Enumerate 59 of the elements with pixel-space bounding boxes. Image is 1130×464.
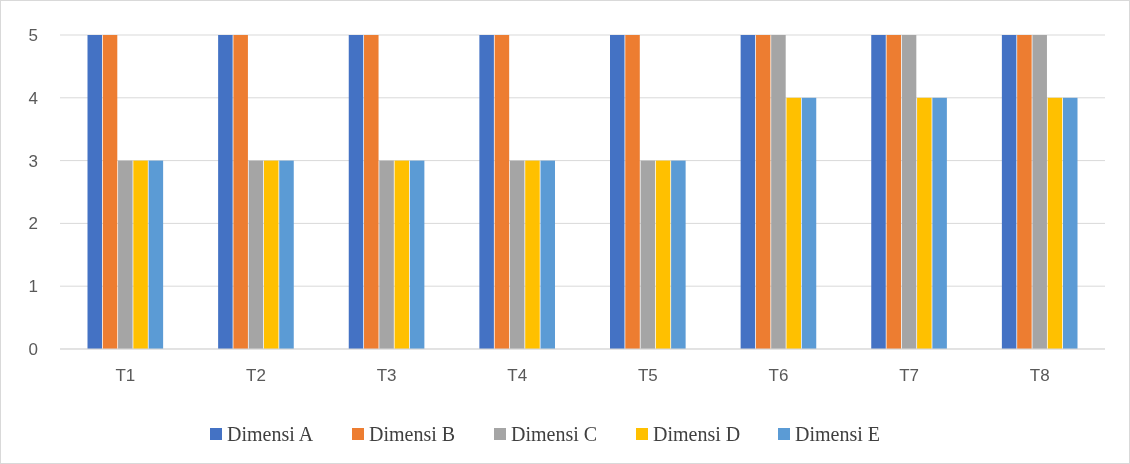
bar (755, 35, 771, 349)
bar (640, 160, 656, 349)
bar (771, 35, 786, 349)
bar (1032, 35, 1047, 349)
bar (233, 35, 248, 349)
y-tick-label: 4 (28, 88, 38, 108)
bar (917, 97, 932, 349)
bar (479, 35, 494, 349)
bar (409, 160, 425, 349)
x-tick-label: T4 (507, 366, 528, 385)
bar (1001, 35, 1017, 349)
bar (118, 160, 133, 349)
bar (625, 35, 640, 349)
legend-label: Dimensi E (795, 423, 880, 445)
legend-label: Dimensi A (227, 423, 314, 445)
bar (1047, 97, 1063, 349)
x-tick-label: T1 (115, 366, 136, 385)
bar (87, 35, 103, 349)
bar (871, 35, 886, 349)
bar (218, 35, 233, 349)
bar (886, 35, 902, 349)
x-tick-label: T7 (899, 366, 919, 385)
legend-label: Dimensi D (653, 423, 741, 445)
bar (494, 35, 510, 349)
bar (610, 35, 625, 349)
bar (379, 160, 394, 349)
x-tick-label: T5 (637, 366, 658, 385)
x-tick-label: T3 (376, 366, 397, 385)
bar (740, 35, 756, 349)
bar (525, 160, 540, 349)
bar (540, 160, 555, 349)
x-tick-label: T8 (1029, 366, 1050, 385)
bar (671, 160, 686, 349)
bar (133, 160, 148, 349)
bar (348, 35, 364, 349)
bar (102, 35, 118, 349)
y-tick-label: 3 (28, 151, 38, 171)
bar (148, 160, 164, 349)
legend-label: Dimensi B (369, 423, 456, 445)
bar (932, 97, 947, 349)
bar (655, 160, 671, 349)
y-tick-label: 5 (28, 25, 38, 45)
y-tick-label: 2 (28, 214, 38, 234)
bar (248, 160, 264, 349)
bar (901, 35, 917, 349)
bar (364, 35, 379, 349)
bar (394, 160, 410, 349)
bar (263, 160, 279, 349)
y-tick-label: 0 (28, 339, 38, 359)
x-tick-label: T6 (768, 366, 789, 385)
y-tick-label: 1 (28, 277, 38, 297)
bar (801, 97, 817, 349)
x-tick-label: T2 (246, 366, 266, 385)
bar (786, 97, 801, 349)
bar (279, 160, 294, 349)
bar (1017, 35, 1032, 349)
bar (509, 160, 525, 349)
bar (1062, 97, 1078, 349)
legend-label: Dimensi C (511, 423, 598, 445)
